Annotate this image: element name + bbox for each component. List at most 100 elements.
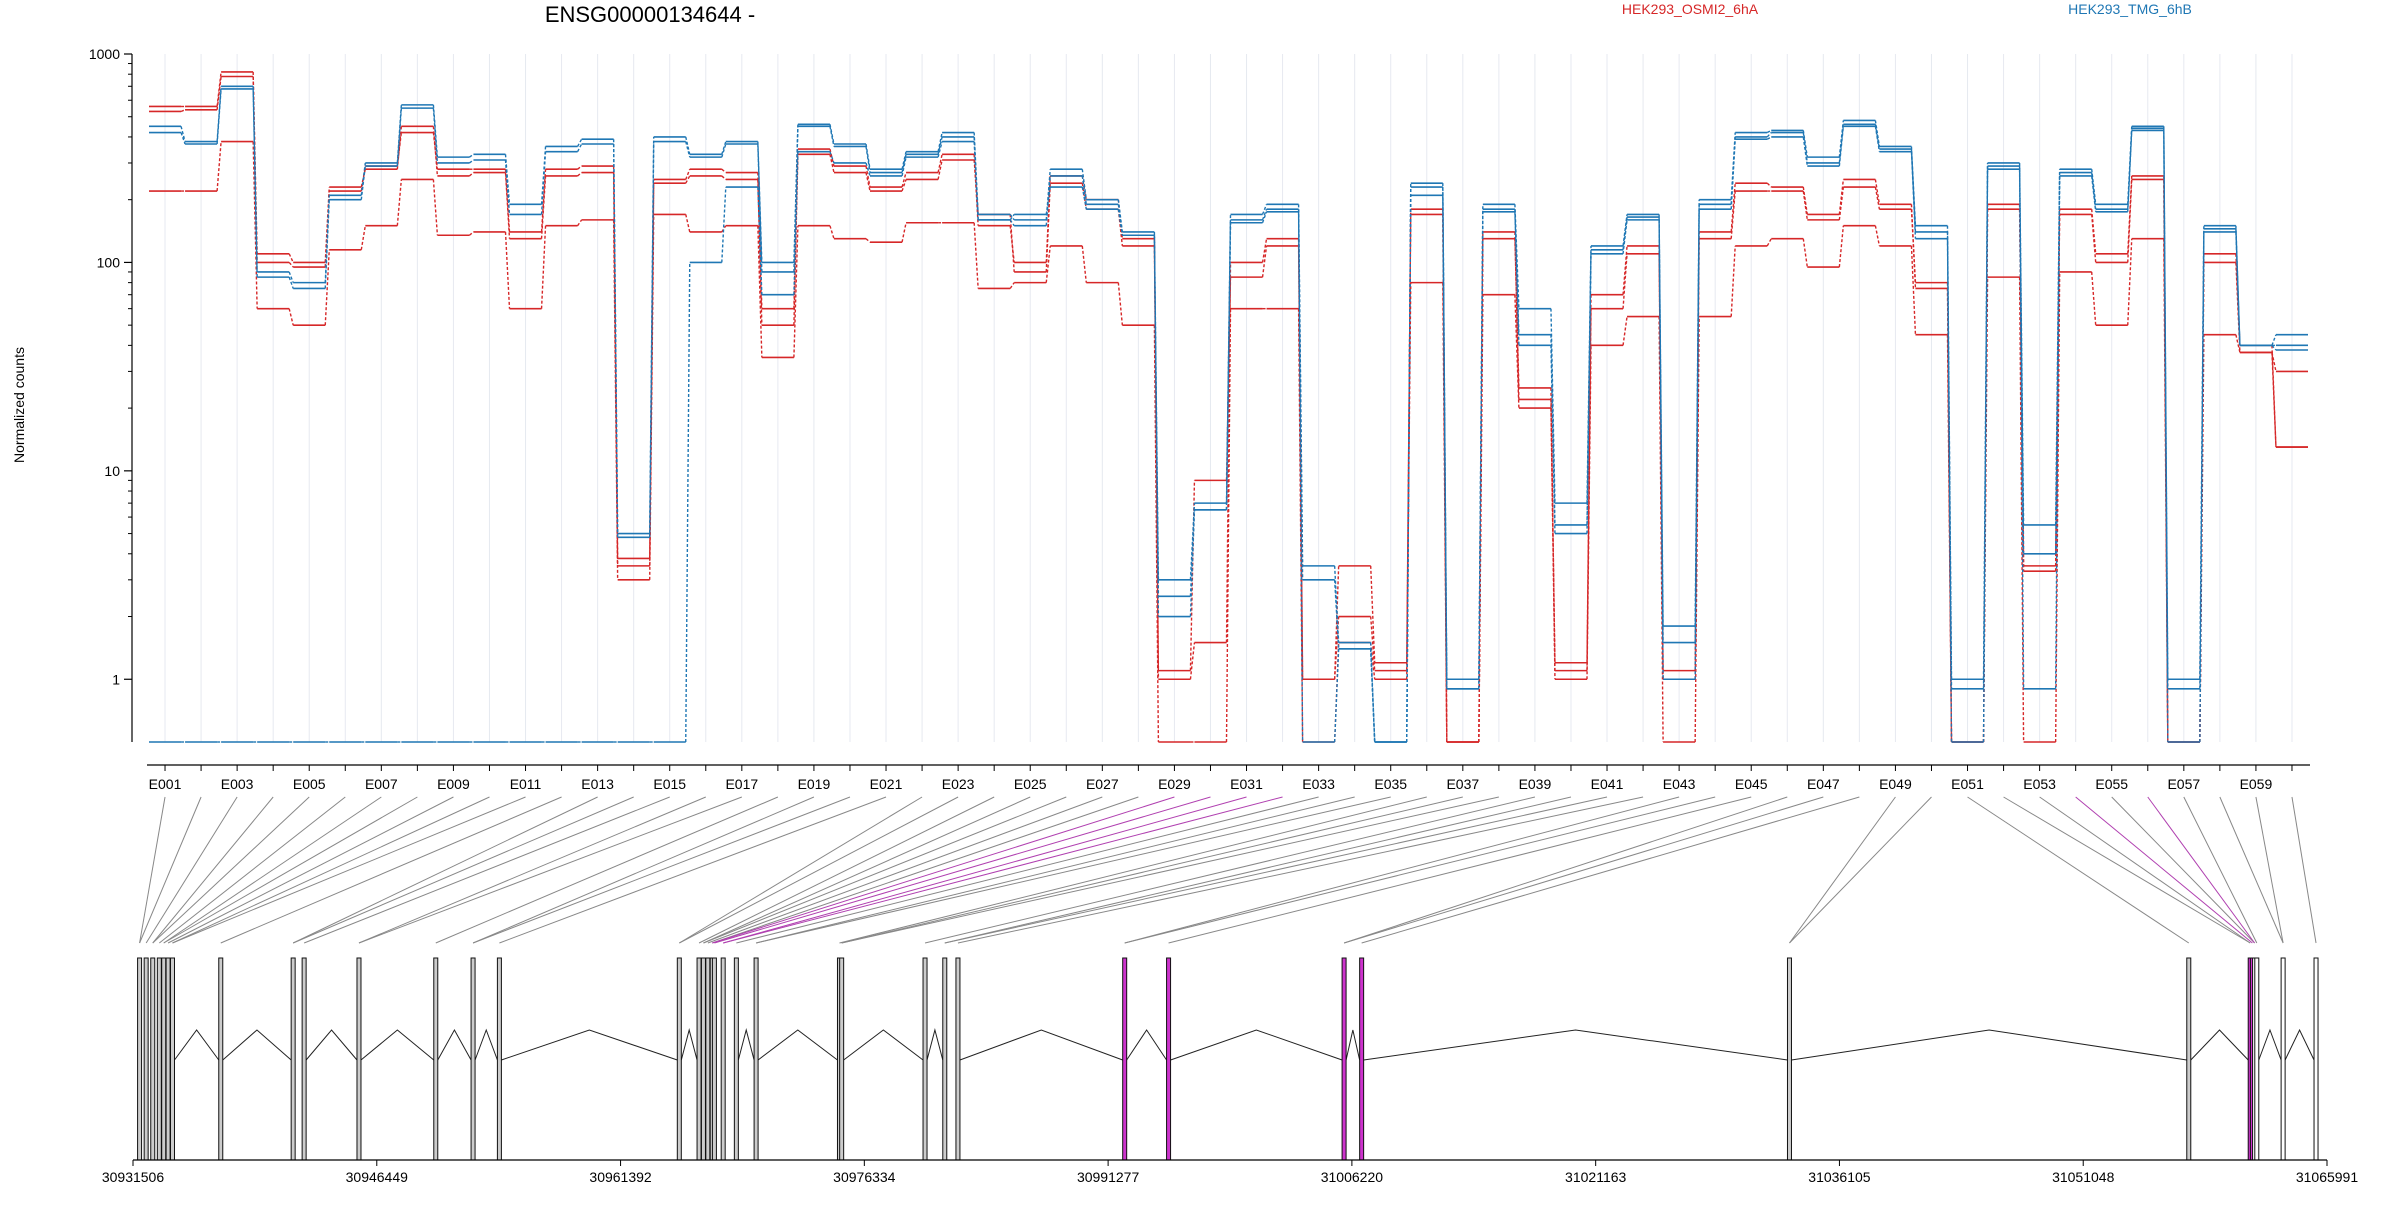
exon-box <box>711 957 717 1161</box>
series-connector <box>721 143 727 158</box>
series-connector <box>1081 183 1087 210</box>
y-tick-label: 1000 <box>89 46 120 62</box>
exon-map-line <box>1168 796 1752 944</box>
series-connector <box>1406 195 1412 743</box>
exon-map-line <box>2111 796 2255 944</box>
exon-box <box>1786 957 1792 1161</box>
series-connector <box>2199 231 2205 743</box>
series-connector <box>1838 126 1845 167</box>
intron-line <box>959 1029 1123 1061</box>
series-connector <box>757 143 763 272</box>
exon-map-line <box>2255 796 2284 944</box>
x-tick-label: E051 <box>1951 776 1984 792</box>
exon-box <box>696 957 702 1161</box>
series-connector <box>324 249 330 326</box>
exon-box <box>733 957 739 1161</box>
legend-entry-tmg: HEK293_TMG_6hB <box>2068 1 2192 17</box>
series-connector <box>1838 179 1845 215</box>
series-connector <box>1514 231 1520 400</box>
series-connector <box>2018 169 2025 689</box>
exon-box <box>1122 957 1128 1161</box>
series-connector <box>1333 579 1340 649</box>
series-connector <box>865 146 871 173</box>
series-connector <box>1874 186 1881 210</box>
exon-map-line <box>472 796 851 944</box>
series-connector <box>1261 208 1268 221</box>
y-tick-label: 100 <box>97 254 121 270</box>
exon-map-line <box>172 796 526 944</box>
intron-line <box>926 1028 944 1061</box>
series-connector <box>1622 245 1628 295</box>
series-connector <box>901 151 907 170</box>
series-connector <box>937 136 943 155</box>
series-connector <box>2271 352 2277 448</box>
exon-map-line <box>2291 796 2317 944</box>
series-connector <box>1045 245 1051 283</box>
genomic-tick-label: 30991277 <box>1077 1169 1140 1185</box>
series-connector <box>1189 642 1196 680</box>
legend-entry-osmi2: HEK293_OSMI2_6hA <box>1622 1 1759 17</box>
series-connector <box>757 187 763 295</box>
exon-map-line <box>755 796 1391 944</box>
series-connector <box>1261 204 1268 215</box>
series-connector <box>2091 271 2097 326</box>
exon-map-line <box>139 796 166 944</box>
series-connector <box>1622 316 1628 346</box>
series-connector <box>432 108 439 164</box>
exon-map-line <box>2075 796 2253 944</box>
series-connector <box>288 271 294 283</box>
exon-map-line <box>712 796 1139 944</box>
intron-line <box>222 1029 292 1061</box>
series-connector <box>721 186 727 263</box>
exon-map-line <box>358 796 706 944</box>
exon-box <box>470 957 476 1161</box>
series-connector <box>1550 399 1556 663</box>
series-connector <box>1478 211 1484 689</box>
exon-map-line <box>703 796 1031 944</box>
x-tick-label: E017 <box>725 776 758 792</box>
series-connector <box>1442 195 1448 689</box>
exon-box <box>165 957 171 1161</box>
series-connector <box>865 162 871 177</box>
exon-map-line <box>957 796 1644 944</box>
series-connector <box>2271 334 2277 346</box>
series-connector <box>685 136 691 155</box>
intron-line <box>1126 1029 1167 1061</box>
genomic-tick-label: 30931506 <box>102 1169 165 1185</box>
series-connector <box>937 132 943 152</box>
exon-box <box>161 957 167 1161</box>
series-connector <box>865 172 871 192</box>
x-tick-label: E049 <box>1879 776 1912 792</box>
series-connector <box>324 195 330 283</box>
series-connector <box>1333 648 1340 743</box>
exon-map-line <box>707 796 1103 944</box>
series-connector <box>973 141 979 220</box>
genomic-tick-label: 31065991 <box>2296 1169 2359 1185</box>
x-tick-label: E039 <box>1519 776 1552 792</box>
series-connector <box>504 172 511 239</box>
intron-line <box>737 1028 755 1061</box>
exon-box <box>1359 957 1365 1161</box>
series-connector <box>829 151 835 164</box>
intron-line <box>501 1029 678 1061</box>
series-connector <box>180 132 186 145</box>
exon-map-line <box>220 796 562 944</box>
chart-title: ENSG00000134644 - <box>545 2 755 27</box>
exon-box <box>169 957 175 1161</box>
exon-map-line <box>303 796 670 944</box>
series-connector <box>1081 245 1087 283</box>
exon-map-line <box>698 796 995 944</box>
series-connector <box>649 136 655 534</box>
exon-map-line <box>152 796 274 944</box>
series-connector <box>685 175 691 184</box>
exon-map-line <box>435 796 779 944</box>
series-connector <box>2163 130 2169 743</box>
series-connector <box>1153 231 1160 580</box>
series-connector <box>1874 126 1881 152</box>
series-connector <box>1189 509 1196 617</box>
series-connector <box>2054 175 2061 689</box>
exon-map-line <box>723 796 1247 944</box>
genomic-tick-label: 30976334 <box>833 1169 896 1185</box>
